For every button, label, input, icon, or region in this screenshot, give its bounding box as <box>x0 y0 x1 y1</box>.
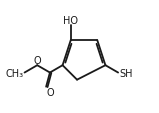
Text: O: O <box>47 87 54 97</box>
Text: O: O <box>33 55 41 65</box>
Text: HO: HO <box>63 16 78 26</box>
Text: SH: SH <box>119 68 133 78</box>
Text: CH₃: CH₃ <box>6 68 24 78</box>
